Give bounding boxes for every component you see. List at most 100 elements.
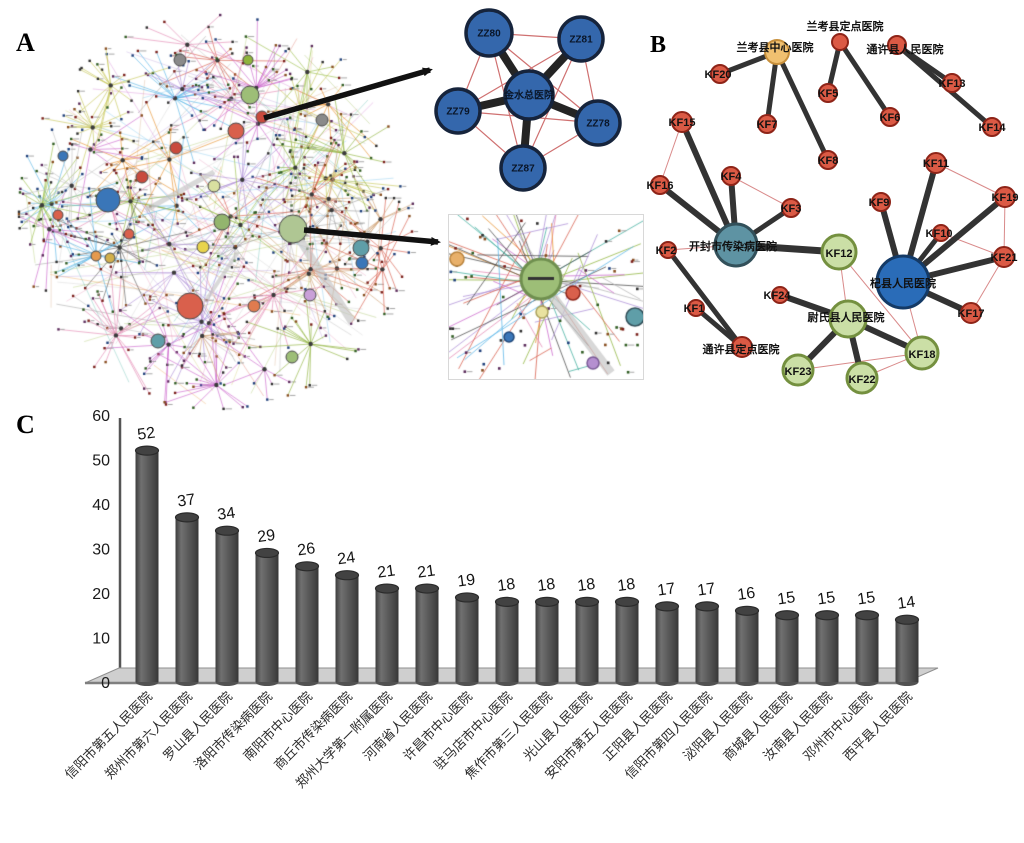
bar-top — [134, 445, 160, 456]
bar-base — [575, 678, 599, 686]
b-thick-edge — [837, 39, 893, 120]
b-node-KF9 — [871, 192, 891, 212]
x-category-label: 许昌市中心医院 — [400, 689, 475, 764]
bar — [615, 601, 639, 682]
bar-top — [574, 596, 600, 608]
b-node-label-KF23: KF23 — [785, 366, 812, 378]
b-node-label-KF24: KF24 — [764, 290, 792, 302]
bar-base — [335, 678, 359, 686]
bar-value-label: 26 — [296, 540, 316, 559]
b-node-label-WS: 尉氏县人民医院 — [808, 310, 885, 324]
star-node-label: ZZ78 — [586, 119, 610, 130]
b-thin-edge — [667, 244, 737, 251]
x-category-label: 郑州大学第一附属医院 — [293, 689, 396, 792]
y-tick-label: 30 — [92, 542, 110, 559]
b-node-KF1 — [687, 299, 705, 317]
bar-base — [135, 678, 159, 686]
b-node-KFSI — [713, 222, 759, 268]
b-thick-edge — [764, 49, 780, 127]
bar-top — [414, 583, 440, 594]
bar-base — [295, 678, 319, 686]
bar-top — [774, 610, 800, 621]
panel-a-zoom-inset — [448, 214, 644, 380]
x-category-label: 商丘市传染病医院 — [271, 689, 355, 773]
b-node-KF4 — [721, 166, 741, 186]
b-node-label-LKDD: 兰考县定点医院 — [807, 19, 884, 33]
bar-top — [294, 561, 320, 572]
star-node — [574, 99, 622, 147]
bar-base — [695, 678, 719, 686]
bar-base — [535, 678, 559, 686]
bar-value-label: 16 — [736, 585, 756, 604]
b-thin-edge — [838, 251, 923, 354]
bar-top — [374, 583, 400, 594]
b-thick-edge — [774, 49, 831, 163]
bar-top — [454, 592, 480, 603]
bar — [335, 575, 359, 682]
b-node-label-KF2: KF2 — [656, 245, 677, 257]
bar-value-label: 14 — [896, 594, 916, 613]
panel-c-label: C — [16, 410, 35, 439]
y-tick-label: 50 — [92, 453, 110, 470]
b-thick-edge — [894, 42, 995, 130]
x-category-label: 安阳市第五人民医院 — [542, 689, 635, 782]
panel-b-label: B — [650, 32, 667, 58]
b-thick-edge — [894, 42, 955, 86]
b-node-KF6 — [880, 107, 900, 127]
bar — [775, 615, 799, 682]
b-node-label-KF4: KF4 — [721, 171, 743, 183]
b-node-KF15 — [671, 111, 693, 133]
x-category-label: 西平县人民医院 — [840, 689, 915, 764]
b-thin-edge — [1003, 196, 1006, 258]
b-node-KF10 — [932, 224, 950, 242]
bar — [535, 601, 559, 682]
bar-top — [894, 614, 920, 625]
bar-value-label: 18 — [536, 576, 556, 595]
bar — [735, 610, 759, 682]
star-thin-edge — [522, 122, 599, 169]
bar-top — [214, 525, 240, 536]
b-node-KF14 — [982, 117, 1002, 137]
b-node-label-KFSI: 开封市传染病医院 — [689, 239, 777, 253]
bar-base — [655, 678, 679, 686]
bar-value-label: 19 — [456, 571, 476, 590]
x-category-label: 罗山县人民医院 — [160, 689, 235, 764]
b-thin-edge — [730, 175, 792, 209]
bar-top — [614, 596, 640, 608]
x-category-label: 驻马店市中心医院 — [431, 689, 515, 773]
star-thin-edge — [488, 32, 599, 124]
bar-top — [854, 610, 880, 621]
b-node-KF18 — [904, 335, 940, 371]
star-node — [464, 8, 514, 58]
b-thick-edge — [900, 254, 1007, 285]
y-tick-label: 20 — [92, 586, 110, 603]
b-node-LKZX — [764, 39, 790, 65]
bar-base — [415, 678, 439, 686]
bar-top — [734, 605, 760, 616]
bar-top — [254, 547, 280, 559]
b-node-label-KF12: KF12 — [826, 248, 853, 260]
star-node — [503, 69, 555, 121]
star-node-label: ZZ80 — [477, 29, 501, 40]
b-node-KF24 — [771, 286, 789, 304]
b-node-label-KF14: KF14 — [979, 122, 1007, 134]
star-node — [434, 87, 482, 135]
b-node-KF12 — [820, 233, 858, 271]
bar — [695, 606, 719, 682]
b-node-KF21 — [993, 246, 1015, 268]
bar-value-label: 21 — [376, 562, 396, 581]
bar — [135, 450, 159, 682]
star-thick-edge — [527, 91, 600, 127]
bar-base — [855, 678, 879, 686]
b-node-label-KF5: KF5 — [818, 88, 839, 100]
b-thin-edge — [797, 352, 923, 371]
star-node — [557, 15, 605, 63]
bar-top — [174, 512, 200, 523]
b-node-label-KF22: KF22 — [849, 374, 876, 386]
bar-value-label: 18 — [616, 576, 636, 595]
b-node-label-LKZX: 兰考县中心医院 — [737, 40, 814, 54]
bar-value-label: 37 — [176, 491, 196, 510]
panel-a-label: A — [16, 28, 35, 57]
b-node-WS — [828, 299, 868, 339]
